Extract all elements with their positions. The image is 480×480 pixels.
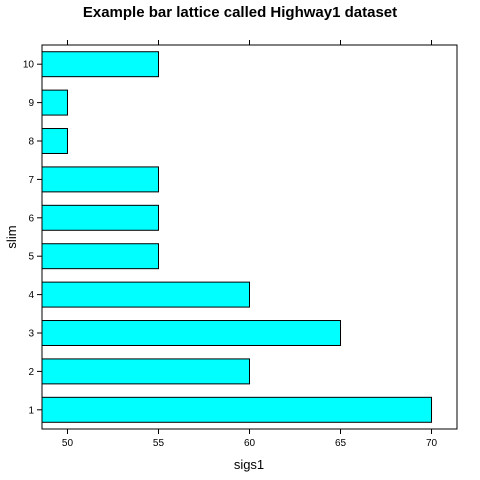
y-tick-label-3: 3 [28,329,34,340]
x-tick-label-60: 60 [244,438,256,449]
x-tick-label-70: 70 [426,438,438,449]
y-tick-label-1: 1 [28,405,34,416]
bar-8 [41,128,68,154]
y-tick-label-6: 6 [28,213,34,224]
chart-title: Example bar lattice called Highway1 data… [83,4,397,21]
x-tick-label-55: 55 [153,438,165,449]
bar-10 [41,51,159,78]
bar-4 [41,281,250,308]
bar-7 [41,166,159,193]
x-axis-label: sigs1 [234,457,264,472]
y-axis-label: slim [4,225,19,248]
bar-9 [41,89,68,116]
y-tick-label-10: 10 [23,60,35,71]
bar-5 [41,243,159,270]
x-tick-label-65: 65 [335,438,347,449]
bar-1 [41,396,433,423]
bar-3 [41,320,342,346]
plot-area: 1 2 3 4 5 6 7 8 9 10 50 55 60 65 70 [23,40,458,449]
y-tick-label-4: 4 [28,290,34,301]
y-tick-label-9: 9 [28,98,34,109]
y-tick-label-5: 5 [28,252,34,263]
y-tick-label-7: 7 [28,175,34,186]
x-tick-label-50: 50 [62,438,74,449]
y-tick-label-8: 8 [28,137,34,148]
bar-2 [41,358,250,385]
bar-6 [41,204,159,231]
y-tick-label-2: 2 [28,367,34,378]
